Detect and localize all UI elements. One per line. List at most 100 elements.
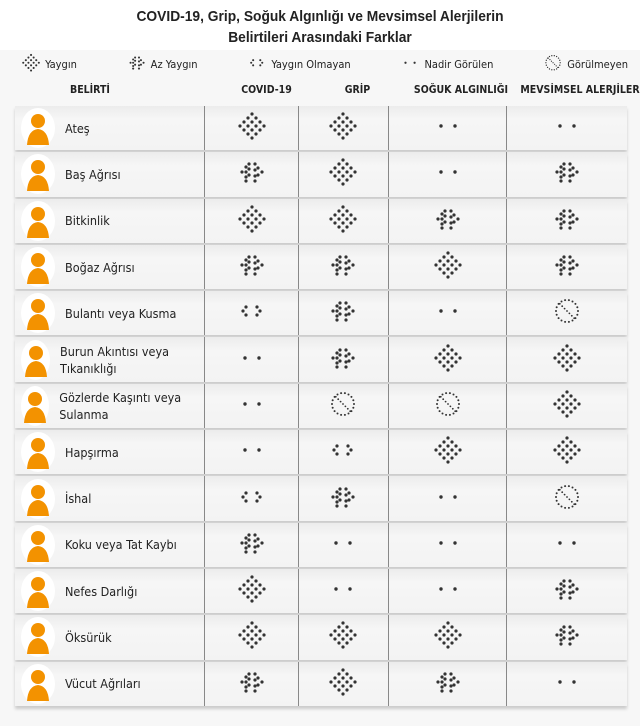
cell-not-seen	[506, 476, 627, 521]
cell-rare	[387, 568, 507, 614]
cell-common	[387, 244, 507, 290]
person-icon	[21, 617, 55, 658]
common-icon	[235, 204, 269, 238]
common-icon	[326, 620, 360, 654]
rare-icon	[326, 528, 360, 562]
cell-less-common	[298, 291, 388, 336]
person-icon	[21, 154, 55, 195]
symptom-name: Burun Akıntısı veya Tıkanıklığı	[60, 343, 170, 376]
cell-not-seen	[298, 383, 388, 429]
cell-less-common	[298, 476, 388, 521]
rare-icon	[235, 435, 269, 469]
cell-less-common	[506, 615, 627, 660]
legend-item-not-seen: Görülmeyen	[542, 53, 628, 76]
header-covid: COVID-19	[241, 84, 292, 96]
common-icon	[326, 111, 360, 145]
cell-less-common	[204, 152, 298, 197]
table-row: Vücut Ağrıları	[15, 661, 627, 706]
cell-common	[204, 198, 298, 243]
common-icon	[326, 204, 360, 238]
less-common-icon	[550, 204, 584, 238]
symptom-name: Gözlerde Kaşıntı veya Sulanma	[59, 389, 182, 422]
symptom-name: Nefes Darlığı	[65, 583, 138, 599]
common-icon	[235, 620, 269, 654]
cell-uncommon	[204, 476, 298, 521]
uncommon-icon	[246, 53, 268, 76]
cell-rare	[506, 522, 627, 567]
uncommon-icon	[326, 435, 360, 469]
cell-less-common	[506, 198, 627, 243]
less-common-icon	[550, 157, 584, 191]
less-common-icon	[235, 667, 269, 701]
cell-less-common	[506, 152, 627, 197]
cell-common	[506, 337, 627, 382]
cell-less-common	[506, 244, 627, 290]
table-row: İshal	[15, 476, 627, 521]
common-icon	[20, 53, 42, 76]
less-common-icon	[550, 620, 584, 654]
cell-rare	[298, 522, 388, 567]
not-seen-icon	[326, 389, 360, 423]
less-common-icon	[326, 250, 360, 284]
less-common-icon	[550, 574, 584, 608]
rare-icon	[550, 111, 584, 145]
cell-common	[506, 430, 627, 475]
cell-common	[506, 383, 627, 429]
cell-rare	[387, 152, 507, 197]
rare-icon	[550, 528, 584, 562]
cell-less-common	[506, 568, 627, 614]
table-row: Boğaz Ağrısı	[15, 244, 627, 290]
cell-rare	[506, 661, 627, 706]
legend-item-less-common: Az Yaygın	[126, 53, 198, 76]
rare-icon	[431, 296, 465, 330]
less-common-icon	[326, 296, 360, 330]
less-common-icon	[235, 250, 269, 284]
cell-rare	[387, 291, 507, 336]
less-common-icon	[326, 343, 360, 377]
cell-common	[387, 337, 507, 382]
common-icon	[326, 667, 360, 701]
legend-item-common: Yaygın	[20, 53, 77, 76]
rare-icon	[431, 482, 465, 516]
cell-not-seen	[506, 291, 627, 336]
legend-item-uncommon: Yaygın Olmayan	[246, 53, 351, 76]
less-common-icon	[326, 482, 360, 516]
symptom-table: Ateş Baş Ağrısı Bitkinlik Boğaz Ağrısı Bulan…	[0, 102, 640, 726]
symptom-name: Baş Ağrısı	[65, 166, 121, 182]
not-seen-icon	[550, 296, 584, 330]
uncommon-icon	[235, 482, 269, 516]
rare-icon	[235, 389, 269, 423]
rare-icon	[431, 574, 465, 608]
common-icon	[235, 574, 269, 608]
cell-common	[387, 430, 507, 475]
table-row: Öksürük	[15, 615, 627, 660]
cell-rare	[204, 430, 298, 475]
legend-item-rare: Nadir Görülen	[399, 53, 493, 76]
rare-icon	[550, 667, 584, 701]
not-seen-icon	[550, 482, 584, 516]
not-seen-icon	[542, 53, 564, 76]
less-common-icon	[126, 53, 148, 76]
rare-icon	[431, 528, 465, 562]
common-icon	[235, 111, 269, 145]
not-seen-icon	[431, 389, 465, 423]
legend: Yaygın Az Yaygın Yaygın Olmayan Nadir Görül…	[0, 50, 640, 78]
person-icon	[21, 432, 55, 473]
symptom-name: Öksürük	[65, 629, 112, 645]
table-row: Baş Ağrısı	[15, 152, 627, 197]
symptom-name: Bitkinlik	[65, 213, 110, 229]
header-flu: GRİP	[344, 84, 371, 96]
table-header: BELİRTİ COVID-19 GRİP SOĞUK ALGINLIĞI ME…	[0, 78, 640, 102]
cell-rare	[204, 337, 298, 382]
cell-common	[204, 615, 298, 660]
cell-common	[387, 615, 507, 660]
less-common-icon	[235, 528, 269, 562]
less-common-icon	[431, 204, 465, 238]
symptom-name: Ateş	[65, 120, 90, 136]
cell-less-common	[387, 198, 507, 243]
cell-less-common	[387, 661, 507, 706]
table-row: Burun Akıntısı veya Tıkanıklığı	[15, 337, 627, 382]
cell-rare	[506, 106, 627, 151]
cell-common	[298, 106, 388, 151]
symptom-name: Bulantı veya Kusma	[65, 305, 177, 321]
